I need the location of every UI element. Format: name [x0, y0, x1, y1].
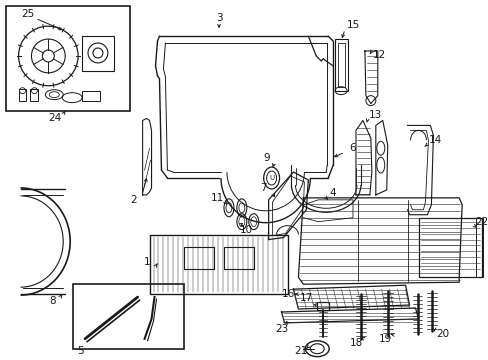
Bar [419, 218, 481, 277]
Text: 6: 6 [349, 143, 356, 153]
Text: 13: 13 [368, 109, 382, 120]
Bar [19, 89, 26, 100]
Text: 5: 5 [77, 346, 83, 356]
Bar [82, 36, 114, 71]
Text: 20: 20 [435, 329, 448, 339]
Text: 23: 23 [274, 324, 287, 334]
Text: 25: 25 [21, 9, 34, 19]
Bar [184, 247, 214, 269]
Text: 10: 10 [240, 225, 253, 235]
Text: 8: 8 [49, 296, 56, 306]
Text: 18: 18 [348, 338, 362, 348]
Text: 24: 24 [48, 113, 62, 123]
Text: 1: 1 [144, 257, 151, 267]
Bar [334, 39, 347, 91]
Text: 12: 12 [372, 50, 386, 60]
Bar [475, 218, 482, 277]
Text: U: U [268, 175, 274, 181]
Bar [6, 6, 129, 111]
Bar [317, 302, 328, 310]
Bar [73, 284, 184, 349]
Text: 15: 15 [346, 20, 359, 30]
Text: 22: 22 [474, 217, 488, 227]
Text: 16: 16 [281, 289, 295, 299]
Text: 21: 21 [293, 346, 306, 356]
Bar [224, 247, 253, 269]
Bar [337, 43, 345, 87]
Bar [30, 89, 39, 100]
Text: 17: 17 [299, 293, 312, 303]
Text: 4: 4 [329, 188, 336, 198]
Bar [82, 91, 100, 100]
Text: 14: 14 [428, 135, 441, 145]
Text: 3: 3 [215, 13, 222, 23]
Text: 19: 19 [378, 334, 391, 344]
Text: 9: 9 [263, 153, 269, 163]
Text: 2: 2 [130, 195, 137, 205]
Bar [149, 235, 288, 294]
Text: 7: 7 [260, 183, 266, 193]
Text: 11: 11 [210, 193, 223, 203]
